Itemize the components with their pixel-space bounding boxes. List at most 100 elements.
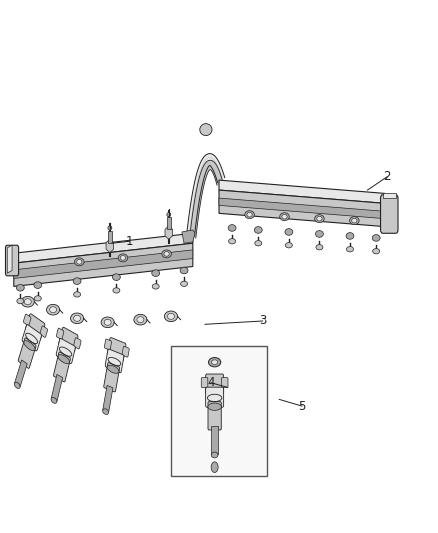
Ellipse shape [152,284,159,289]
Polygon shape [383,193,396,198]
Polygon shape [14,233,193,263]
Ellipse shape [21,296,34,307]
Circle shape [211,462,218,472]
Ellipse shape [102,409,109,415]
Ellipse shape [14,382,20,389]
FancyBboxPatch shape [23,314,31,326]
FancyBboxPatch shape [205,374,224,394]
Ellipse shape [107,365,119,373]
Ellipse shape [282,214,287,219]
Ellipse shape [208,403,221,410]
FancyBboxPatch shape [201,377,208,387]
Ellipse shape [286,243,292,248]
Text: 3: 3 [259,314,266,327]
FancyBboxPatch shape [107,337,126,361]
FancyBboxPatch shape [53,352,71,382]
FancyBboxPatch shape [205,387,224,407]
FancyBboxPatch shape [381,195,398,233]
Polygon shape [187,154,225,236]
Bar [108,231,112,243]
FancyBboxPatch shape [104,362,120,392]
Ellipse shape [280,213,289,221]
Text: 2: 2 [383,170,391,183]
Ellipse shape [74,258,84,266]
Ellipse shape [245,211,254,219]
Text: 4: 4 [207,376,215,389]
Ellipse shape [285,229,293,235]
Ellipse shape [152,270,159,277]
Polygon shape [14,250,193,278]
FancyBboxPatch shape [59,327,78,352]
Ellipse shape [113,274,120,280]
Polygon shape [7,245,12,273]
Ellipse shape [134,314,147,325]
Ellipse shape [372,235,380,241]
Bar [103,385,113,412]
Ellipse shape [352,219,357,223]
Ellipse shape [71,313,84,324]
Polygon shape [219,198,385,219]
Ellipse shape [314,215,324,223]
Text: 5: 5 [298,400,306,413]
Ellipse shape [51,398,57,403]
FancyBboxPatch shape [122,346,129,357]
Ellipse shape [118,254,128,262]
Ellipse shape [74,316,81,321]
Polygon shape [182,230,195,243]
Ellipse shape [346,247,353,252]
Ellipse shape [108,226,112,230]
Ellipse shape [316,245,323,250]
Ellipse shape [74,292,81,297]
Ellipse shape [24,298,31,305]
Ellipse shape [162,250,171,258]
Bar [166,217,171,229]
Polygon shape [219,180,385,204]
Ellipse shape [120,255,126,260]
FancyBboxPatch shape [22,325,42,351]
Ellipse shape [164,311,177,321]
FancyBboxPatch shape [18,338,36,368]
Ellipse shape [73,278,81,285]
Ellipse shape [77,260,82,264]
Bar [14,360,27,387]
FancyBboxPatch shape [57,328,64,340]
Polygon shape [219,190,385,227]
Ellipse shape [180,267,188,274]
Ellipse shape [350,216,359,224]
Ellipse shape [101,317,114,328]
FancyBboxPatch shape [208,402,221,430]
FancyBboxPatch shape [25,314,45,340]
FancyBboxPatch shape [40,326,48,337]
Ellipse shape [254,227,262,233]
Ellipse shape [229,239,236,244]
Ellipse shape [228,224,236,231]
Ellipse shape [164,252,169,256]
Ellipse shape [49,306,57,313]
FancyBboxPatch shape [222,377,228,387]
FancyBboxPatch shape [56,338,75,364]
Ellipse shape [247,212,252,217]
Ellipse shape [208,358,221,367]
Ellipse shape [373,248,380,254]
Ellipse shape [167,313,174,319]
FancyBboxPatch shape [74,338,81,349]
Ellipse shape [58,354,70,364]
FancyBboxPatch shape [104,339,112,350]
Text: 1: 1 [126,235,133,248]
Polygon shape [190,160,223,238]
Ellipse shape [167,213,171,216]
FancyBboxPatch shape [6,245,18,276]
Ellipse shape [24,341,35,351]
Ellipse shape [255,240,262,246]
Ellipse shape [17,298,24,304]
Ellipse shape [211,452,218,458]
Ellipse shape [317,216,322,221]
Ellipse shape [180,281,187,286]
Ellipse shape [315,231,323,237]
FancyBboxPatch shape [105,349,124,373]
Ellipse shape [34,282,42,288]
Ellipse shape [16,285,24,291]
Bar [211,426,218,454]
Ellipse shape [346,232,354,239]
Ellipse shape [212,360,218,365]
